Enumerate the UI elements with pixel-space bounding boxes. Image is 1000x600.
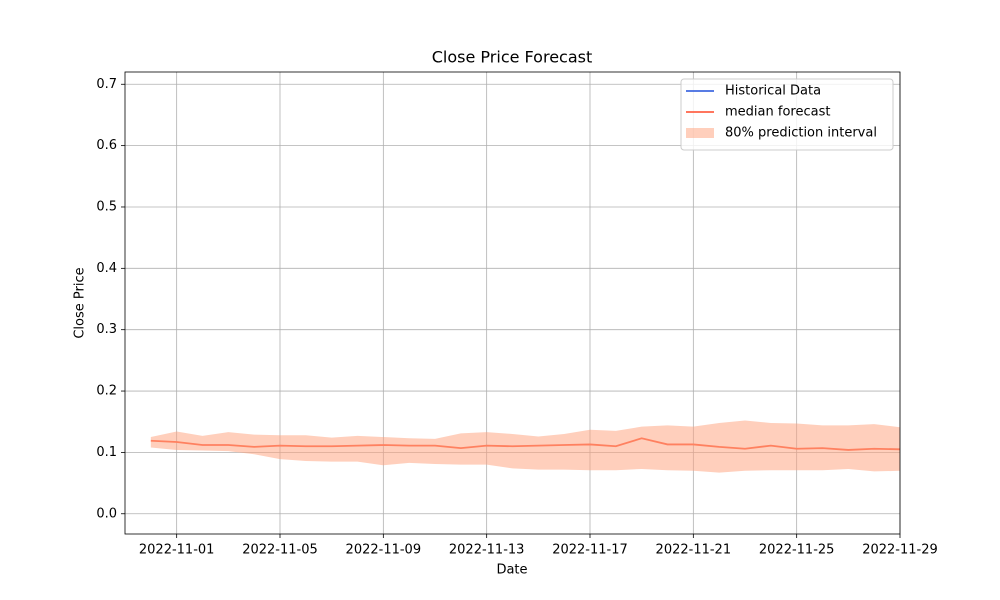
- legend-label: Historical Data: [725, 84, 821, 99]
- y-tick-label: 0.5: [96, 199, 117, 214]
- y-tick-label: 0.1: [96, 445, 117, 460]
- y-tick-label: 0.6: [96, 138, 117, 153]
- x-axis-label: Date: [496, 563, 527, 578]
- y-axis-label: Close Price: [73, 267, 88, 338]
- x-tick-label: 2022-11-25: [759, 543, 835, 558]
- chart-title: Close Price Forecast: [432, 48, 593, 67]
- y-tick-label: 0.4: [96, 261, 117, 276]
- y-tick-label: 0.7: [96, 77, 117, 92]
- x-tick-label: 2022-11-01: [139, 543, 215, 558]
- legend-swatch: [686, 128, 714, 138]
- y-tick-label: 0.3: [96, 322, 117, 337]
- x-tick-label: 2022-11-29: [862, 543, 938, 558]
- y-tick-label: 0.0: [96, 506, 117, 521]
- legend-label: 80% prediction interval: [725, 126, 877, 141]
- legend-label: median forecast: [725, 105, 830, 120]
- x-tick-label: 2022-11-17: [552, 543, 628, 558]
- x-tick-label: 2022-11-21: [656, 543, 732, 558]
- y-tick-label: 0.2: [96, 384, 117, 399]
- legend-box: [680, 78, 894, 151]
- x-tick-label: 2022-11-13: [449, 543, 525, 558]
- prediction-band: [150, 420, 901, 473]
- plot-frame: [124, 71, 901, 535]
- x-tick-label: 2022-11-05: [242, 543, 318, 558]
- x-tick-label: 2022-11-09: [346, 543, 422, 558]
